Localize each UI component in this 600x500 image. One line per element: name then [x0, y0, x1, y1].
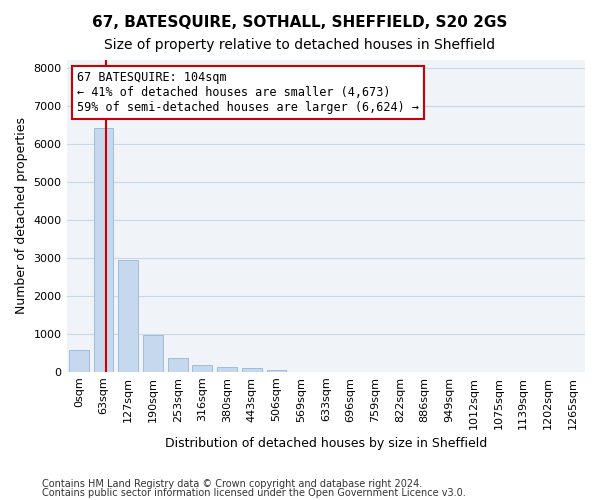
Bar — [69, 350, 89, 372]
Text: Contains public sector information licensed under the Open Government Licence v3: Contains public sector information licen… — [42, 488, 466, 498]
Bar — [168, 358, 188, 372]
X-axis label: Distribution of detached houses by size in Sheffield: Distribution of detached houses by size … — [164, 437, 487, 450]
Bar — [118, 260, 138, 372]
Bar — [217, 367, 237, 372]
Text: 67 BATESQUIRE: 104sqm
← 41% of detached houses are smaller (4,673)
59% of semi-d: 67 BATESQUIRE: 104sqm ← 41% of detached … — [77, 71, 419, 114]
Bar — [242, 368, 262, 372]
Bar — [94, 128, 113, 372]
Text: Size of property relative to detached houses in Sheffield: Size of property relative to detached ho… — [104, 38, 496, 52]
Text: 67, BATESQUIRE, SOTHALL, SHEFFIELD, S20 2GS: 67, BATESQUIRE, SOTHALL, SHEFFIELD, S20 … — [92, 15, 508, 30]
Y-axis label: Number of detached properties: Number of detached properties — [15, 118, 28, 314]
Bar — [143, 334, 163, 372]
Bar — [193, 366, 212, 372]
Bar — [266, 370, 286, 372]
Text: Contains HM Land Registry data © Crown copyright and database right 2024.: Contains HM Land Registry data © Crown c… — [42, 479, 422, 489]
